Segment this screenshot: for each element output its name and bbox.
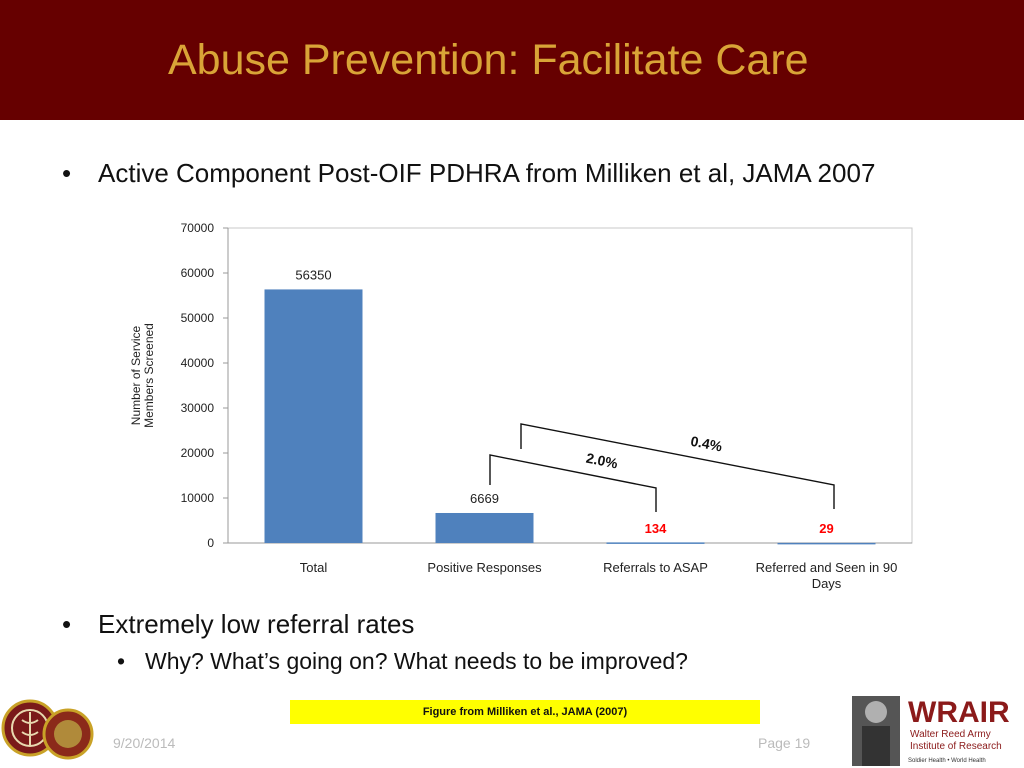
sub-bullet-text: Why? What’s going on? What needs to be i… [145, 648, 688, 674]
sub-bullet: • Why? What’s going on? What needs to be … [117, 648, 688, 675]
category-label-2: Referrals to ASAP [603, 560, 708, 575]
y-tick-label: 0 [207, 536, 214, 550]
y-tick-label: 40000 [181, 356, 215, 370]
y-tick-label: 50000 [181, 311, 215, 325]
bullet-1-text: Active Component Post-OIF PDHRA from Mil… [98, 158, 876, 188]
bar-0 [264, 289, 363, 543]
category-label-0: Total [300, 560, 328, 575]
y-tick-label: 30000 [181, 401, 215, 415]
wrair-wordmark: WRAIR [908, 696, 1010, 729]
footer-date: 9/20/2014 [113, 735, 176, 751]
y-axis-label: Number of ServiceMembers Screened [129, 323, 156, 428]
bullet-glyph: • [117, 648, 126, 674]
wrair-line-1: Walter Reed Army [910, 729, 991, 740]
army-medical-logos [1, 699, 94, 760]
y-tick-label: 60000 [181, 266, 215, 280]
data-label-0: 56350 [295, 267, 331, 282]
slide-title: Abuse Prevention: Facilitate Care [168, 36, 809, 84]
figure-caption: Figure from Milliken et al., JAMA (2007) [290, 700, 760, 724]
data-label-2: 134 [645, 521, 667, 536]
wrair-logo: WRAIR Walter Reed Army Institute of Rese… [852, 696, 1010, 766]
bullet-2-text: Extremely low referral rates [98, 609, 415, 639]
category-label-3: Referred and Seen in 90 Days [756, 560, 898, 591]
data-label-1: 6669 [470, 491, 499, 506]
wrair-tagline: Soldier Health • World Health [908, 758, 986, 764]
bar-chart: 0 10000 20000 30000 40000 50000 60000 70000 Numb… [129, 221, 913, 591]
bullet-glyph: • [62, 609, 72, 639]
annotation-label-1: 0.4% [689, 433, 724, 455]
annotation-bracket-1 [520, 423, 835, 509]
wrair-line-2: Institute of Research [910, 741, 1002, 752]
data-label-3: 29 [819, 521, 833, 536]
footer-page-number: Page 19 [758, 735, 811, 751]
annotation-label-0: 2.0% [585, 450, 620, 472]
title-bar [0, 0, 1024, 120]
bar-3 [777, 542, 876, 545]
bullet-glyph: • [62, 158, 72, 188]
bullet-1: • Active Component Post-OIF PDHRA from Mi… [62, 158, 875, 189]
y-tick-label: 20000 [181, 446, 215, 460]
bullet-2: • Extremely low referral rates [62, 609, 414, 640]
y-tick-label: 70000 [181, 221, 215, 235]
y-tick-label: 10000 [181, 491, 215, 505]
category-label-1: Positive Responses [427, 560, 542, 575]
bar-2 [606, 542, 705, 544]
annotation-bracket-0 [489, 454, 657, 512]
bar-1 [435, 512, 534, 543]
